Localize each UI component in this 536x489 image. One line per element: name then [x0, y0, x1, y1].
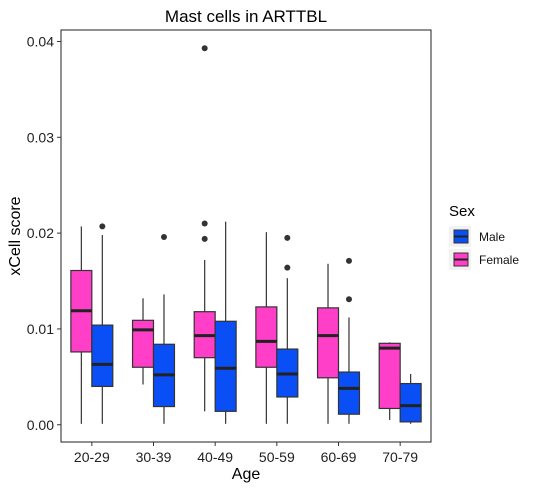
- box-body: [255, 306, 278, 368]
- y-tick-label: 0.02: [27, 225, 54, 241]
- outlier-point: [345, 257, 352, 264]
- chart-title: Mast cells in ARTTBL: [165, 7, 327, 26]
- legend-label-male: Male: [479, 230, 505, 244]
- box-body: [131, 319, 155, 368]
- box-male-50-59: [276, 234, 299, 424]
- outlier-point: [201, 45, 208, 52]
- x-tick-label: 50-59: [259, 449, 295, 465]
- box-female-70-79: [378, 342, 401, 420]
- y-axis: 0.00 0.01 0.02 0.03 0.04: [27, 33, 61, 433]
- outlier-point: [201, 220, 208, 227]
- outlier-point: [160, 233, 167, 240]
- x-axis: 20-29 30-39 40-49 50-59 60-69 70-79: [74, 442, 418, 465]
- box-female-50-59: [255, 232, 278, 424]
- box-male-70-79: [399, 373, 422, 424]
- x-tick-label: 70-79: [382, 449, 418, 465]
- legend-title: Sex: [449, 203, 475, 220]
- legend-label-female: Female: [479, 253, 519, 267]
- box-body: [337, 371, 361, 415]
- y-tick-label: 0.01: [27, 321, 54, 337]
- box-female-40-49: [193, 45, 216, 412]
- outlier-point: [345, 296, 352, 303]
- box-male-60-69: [337, 257, 361, 424]
- box-body: [399, 382, 422, 423]
- box-male-30-39: [152, 233, 176, 424]
- box-body: [378, 342, 401, 410]
- x-tick-label: 30-39: [136, 449, 172, 465]
- x-tick-label: 20-29: [74, 449, 110, 465]
- y-tick-label: 0.04: [27, 33, 54, 49]
- boxes-layer: [70, 45, 422, 424]
- box-male-40-49: [214, 221, 237, 424]
- y-tick-label: 0.03: [27, 129, 54, 145]
- box-female-30-39: [131, 298, 155, 385]
- y-tick-label: 0.00: [27, 417, 54, 433]
- box-body: [316, 307, 340, 379]
- outlier-point: [201, 235, 208, 242]
- x-axis-label: Age: [232, 466, 261, 483]
- box-female-60-69: [316, 263, 340, 424]
- box-body: [91, 324, 114, 388]
- outlier-point: [99, 223, 106, 230]
- x-tick-label: 60-69: [321, 449, 357, 465]
- legend: Sex Male Female: [449, 203, 519, 270]
- box-male-20-29: [91, 223, 114, 424]
- outlier-point: [284, 264, 291, 271]
- outlier-point: [284, 234, 291, 241]
- y-axis-label: xCell score: [7, 196, 24, 275]
- box-female-20-29: [70, 226, 93, 424]
- box-body: [214, 320, 237, 412]
- plot-panel: [60, 29, 432, 443]
- x-tick-label: 40-49: [197, 449, 233, 465]
